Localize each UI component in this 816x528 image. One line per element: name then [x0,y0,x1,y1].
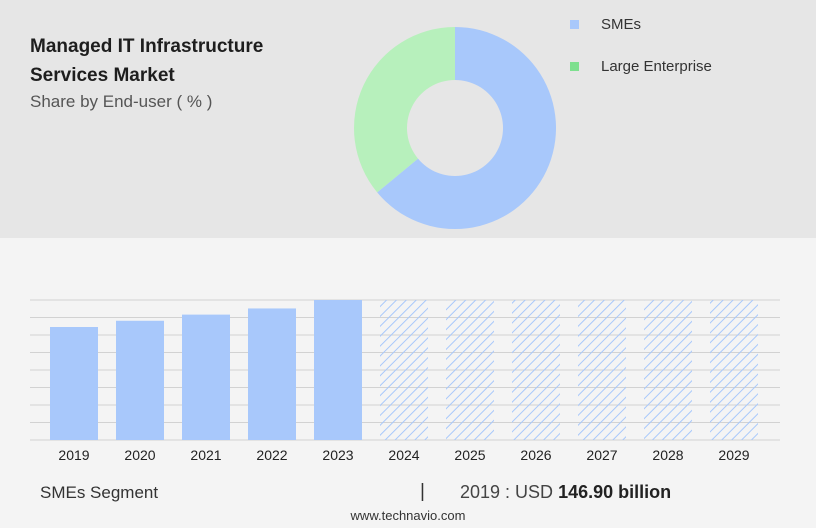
bar-2021 [182,314,230,440]
forecast-bar-2027 [578,300,626,440]
footer-segment: SMEs Segment [40,483,159,502]
donut-slice-large-enterprise [354,27,455,193]
legend-swatch-large-enterprise [570,61,579,71]
x-tick-label-2029: 2029 [718,447,749,463]
x-tick-label-2027: 2027 [586,447,617,463]
forecast-bar-2024 [380,300,428,440]
x-tick-label-2019: 2019 [58,447,89,463]
title-line-1: Managed IT Infrastructure [30,36,264,57]
source-url: www.technavio.com [350,508,466,523]
title-line-2: Services Market [30,65,175,86]
x-tick-label-2025: 2025 [454,447,485,463]
forecast-bar-2028 [644,300,692,440]
footer-value-readout: 2019 : USD 146.90 billion [460,482,671,503]
bar-2022 [248,308,296,440]
x-tick-label-2022: 2022 [256,447,287,463]
legend-item-large-enterprise: Large Enterprise [570,56,712,76]
chart-subtitle: Share by End-user ( % ) [30,92,213,111]
legend-swatch-smes [570,19,579,29]
x-tick-label-2021: 2021 [190,447,221,463]
top-panel: Managed IT Infrastructure Services Marke… [0,0,816,238]
legend-item-smes: SMEs [570,14,712,34]
bar-2020 [116,320,164,440]
forecast-bar-2025 [446,300,494,440]
bar-2023 [314,300,362,440]
forecast-bar-2026 [512,300,560,440]
x-tick-label-2023: 2023 [322,447,353,463]
bar-2019 [50,327,98,440]
bar-chart: 2019 2020 2021 2022 2023 2024 2025 2026 2027 2028… [30,299,780,463]
x-tick-label-2028: 2028 [652,447,683,463]
forecast-bar-2029 [710,300,758,440]
x-tick-label-2024: 2024 [388,447,419,463]
donut-chart [354,27,556,230]
x-tick-label-2026: 2026 [520,447,551,463]
donut-slice-smes [377,27,556,230]
chart-title: Managed IT Infrastructure Services Marke… [30,32,330,90]
legend-label-smes: SMEs [601,15,642,33]
footer-year-label: 2019 : USD [460,482,554,502]
footer-separator: | [420,481,425,502]
x-tick-label-2020: 2020 [124,447,155,463]
footer-value: 146.90 billion [558,482,672,502]
legend-label-large-enterprise: Large Enterprise [601,57,712,75]
legend: SMEs Large Enterprise [570,14,712,98]
